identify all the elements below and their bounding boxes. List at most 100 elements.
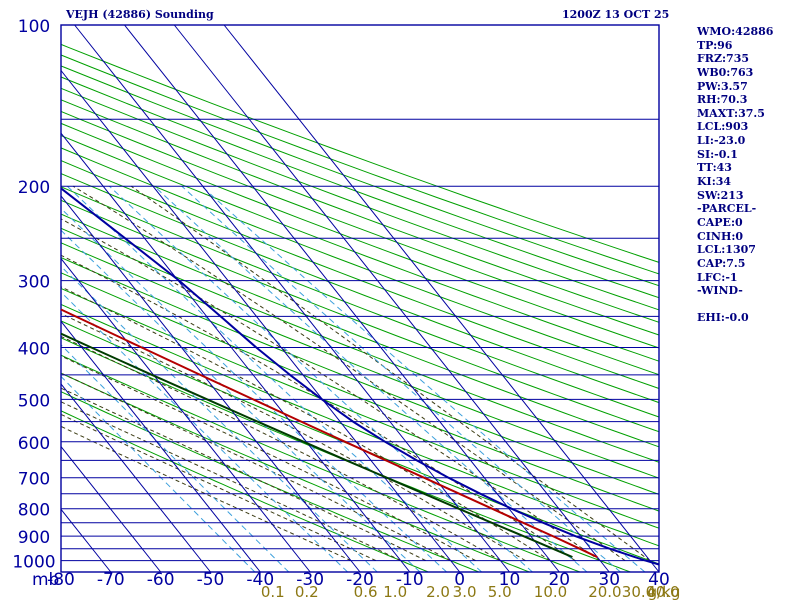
- mixing-ratio-label-2: 0.6: [354, 583, 378, 600]
- station-title: VEJH (42886) Sounding: [66, 8, 214, 21]
- isotherm-30: [173, 24, 610, 573]
- pressure-tick-700: 700: [18, 470, 50, 490]
- stat-12: SW:213: [697, 188, 744, 202]
- stat-7: LCL:903: [697, 120, 749, 134]
- isotherm-40: [223, 24, 660, 573]
- dry-adiabat-19-0: [60, 122, 660, 349]
- dry-adiabat-11-0: [60, 227, 660, 463]
- dry-adiabat-9-0: [60, 257, 660, 495]
- mixing-ratio-line-7-0: [109, 185, 533, 573]
- moist-adiabat-3-0: [60, 387, 426, 562]
- stat-20: [697, 298, 773, 312]
- isotherm--20: [60, 195, 361, 573]
- stat-14: CAPE:0: [697, 215, 743, 229]
- moist-adiabat-10-0: [60, 218, 601, 562]
- stat-6: MAXT:37.5: [697, 106, 765, 120]
- temperature-tick-5: -30: [296, 570, 324, 590]
- isotherms: [60, 24, 660, 573]
- temperature-tick-3: -50: [197, 570, 225, 590]
- stat-9: SI:-0.1: [697, 147, 738, 161]
- dewpoint-line-0: [60, 332, 573, 559]
- mixing-ratio-lines: [60, 185, 646, 573]
- dry-adiabat-15-0: [60, 173, 660, 404]
- mixing-ratio-label-4: 2.0: [426, 583, 450, 600]
- stat-3: WB0:763: [697, 65, 754, 79]
- sounding-indices: WMO:42886 TP:96 FRZ:735 WB0:763 PW:3.57 RH:70…: [697, 25, 773, 325]
- pressure-unit-label: mb: [32, 570, 59, 590]
- dry-adiabat-24-0: [60, 65, 660, 287]
- temperature-tick-10: 20: [548, 570, 570, 590]
- mixing-ratio-label-1: 0.2: [295, 583, 319, 600]
- isotherm--60: [60, 446, 162, 573]
- stat-5: RH:70.3: [697, 93, 748, 107]
- stat-0: WMO:42886: [697, 25, 774, 38]
- dry-adiabat-1-0: [60, 391, 479, 573]
- plot-frame: [60, 24, 660, 573]
- mixing-ratio-label-9: 30.0: [622, 583, 655, 600]
- dry-adiabat-23-0: [60, 76, 660, 299]
- isotherm-10: [74, 24, 510, 573]
- dry-adiabat-20-0: [60, 110, 660, 336]
- mixing-ratio-label-10: 40.0: [646, 583, 679, 600]
- temperature-tick-2: -60: [147, 570, 175, 590]
- pressure-tick-900: 900: [18, 528, 50, 548]
- dry-adiabat-16-0: [60, 160, 660, 389]
- moist-adiabat-1-0: [60, 414, 377, 562]
- dry-adiabat-26-0: [60, 43, 660, 263]
- temperature-line-0: [60, 308, 598, 559]
- dry-adiabat-13-0: [60, 199, 660, 433]
- dry-adiabat-7-0: [60, 287, 660, 529]
- stat-18: LFC:-1: [697, 270, 738, 284]
- pressure-tick-600: 600: [18, 434, 50, 454]
- parcel-line-0: [60, 187, 660, 566]
- isotherm--30: [60, 258, 311, 573]
- isobars: [60, 24, 660, 573]
- mixing-ratio-line-8-0: [153, 185, 588, 573]
- mixing-ratio-line-1-0: [60, 344, 290, 573]
- pressure-tick-200: 200: [18, 178, 50, 198]
- mixing-ratio-label-7: 10.0: [534, 583, 567, 600]
- isotherm--10: [60, 132, 411, 573]
- dry-adiabat-12-0: [60, 213, 660, 448]
- stat-10: TT:43: [697, 161, 732, 175]
- dry-adiabat-3-0: [60, 354, 581, 573]
- stat-16: LCL:1307: [697, 243, 756, 257]
- pressure-tick-800: 800: [18, 501, 50, 521]
- stat-2: FRZ:735: [697, 52, 750, 66]
- stat-13: -PARCEL-: [697, 202, 757, 216]
- isotherm--40: [60, 320, 261, 573]
- mixing-ratio-line-10-0: [201, 185, 646, 573]
- mixing-ratio-line-5-0: [60, 208, 447, 573]
- temperature-tick-4: -40: [246, 570, 274, 590]
- mixing-ratio-line-3-0: [60, 266, 378, 573]
- isotherm-20: [124, 24, 560, 573]
- temperature-tick-1: -70: [97, 570, 125, 590]
- dry-adiabat-21-0: [60, 99, 660, 323]
- mixing-ratio-label-6: 5.0: [488, 583, 512, 600]
- stat-19: -WIND-: [697, 284, 743, 298]
- dry-adiabat-18-0: [60, 135, 660, 362]
- stat-8: LI:-23.0: [697, 134, 746, 148]
- stat-17: CAP:7.5: [697, 256, 746, 270]
- stat-21: EHI:-0.0: [697, 311, 749, 325]
- mixing-ratio-line-0-0: [60, 376, 256, 573]
- valid-time: 1200Z 13 OCT 25: [562, 8, 670, 21]
- dry-adiabat-0-0: [60, 410, 429, 573]
- mixing-ratio-label-8: 20.0: [588, 583, 621, 600]
- dry-adiabat-10-0: [60, 242, 660, 479]
- mixing-ratio-line-6-0: [66, 185, 483, 573]
- moist-adiabat-0-0: [60, 425, 352, 562]
- pressure-tick-300: 300: [18, 273, 50, 293]
- moist-adiabat-12-0: [130, 185, 651, 562]
- mixing-ratio-line-4-0: [60, 229, 421, 573]
- moist-adiabat-4-0: [60, 372, 451, 562]
- mixing-ratio-line-2-0: [60, 291, 348, 573]
- dry-adiabats: [60, 43, 660, 573]
- temperature-tick-7: -10: [396, 570, 424, 590]
- pressure-tick-1000: 1000: [12, 553, 55, 573]
- pressure-tick-400: 400: [18, 340, 50, 360]
- isotherm--70: [60, 508, 112, 573]
- stat-15: CINH:0: [697, 229, 744, 243]
- mixing-ratio-label-0: 0.1: [261, 583, 285, 600]
